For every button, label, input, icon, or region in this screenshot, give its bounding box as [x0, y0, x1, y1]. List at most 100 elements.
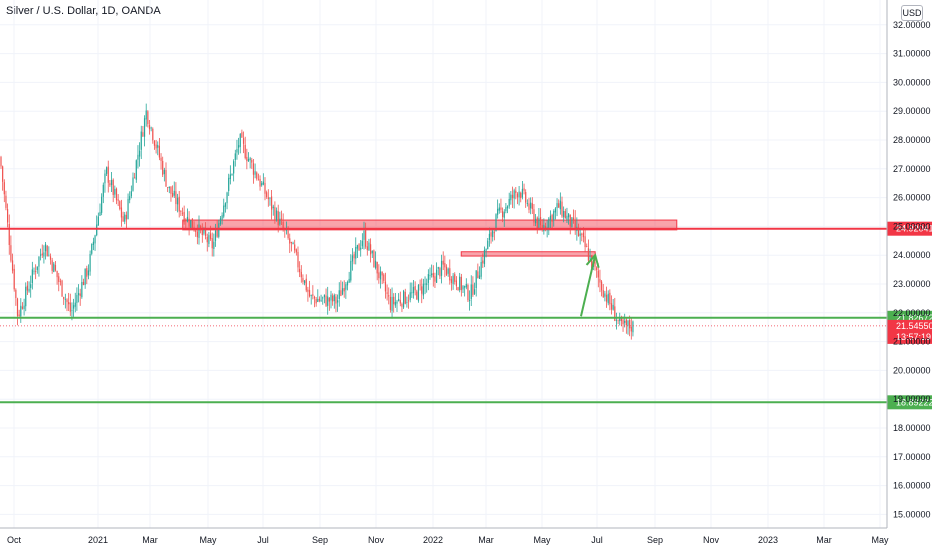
candle-body	[521, 188, 523, 198]
candle-body	[18, 314, 20, 317]
candle-body	[86, 268, 88, 277]
level-price-label-bg	[887, 221, 932, 236]
candle-body	[409, 292, 411, 300]
y-tick-label: 18.00000	[893, 423, 931, 433]
candle-body	[188, 218, 190, 227]
candle-body	[337, 300, 339, 303]
candle-body	[407, 300, 410, 302]
candle-body	[76, 294, 78, 303]
y-tick-label: 20.00000	[893, 365, 931, 375]
candle-body	[158, 145, 160, 158]
candle-body	[275, 210, 278, 221]
candle-body	[612, 304, 614, 310]
candle-body	[391, 296, 393, 311]
candle-body	[490, 232, 492, 237]
candle-body	[269, 197, 271, 199]
candle-body	[21, 306, 24, 309]
candle-body	[492, 230, 494, 238]
candle-body	[155, 144, 157, 149]
candle-body	[437, 267, 439, 269]
countdown-label: 13:57:19	[896, 332, 931, 342]
candle-body	[356, 245, 358, 249]
candle-body	[551, 214, 553, 222]
candle-body	[20, 305, 22, 317]
candle-body	[577, 227, 580, 237]
y-tick-label: 21.00000	[893, 337, 931, 347]
candle-body	[285, 229, 288, 231]
candle-body	[554, 208, 556, 213]
candle-body	[31, 269, 33, 284]
candle-body	[122, 216, 124, 222]
candle-body	[485, 248, 487, 251]
candle-body	[320, 299, 322, 301]
candle-body	[480, 261, 482, 277]
candle-body	[254, 171, 256, 175]
candle-body	[221, 215, 223, 220]
candle-body	[535, 218, 537, 224]
candle-body	[148, 124, 151, 130]
candle-body	[627, 320, 629, 326]
candle-body	[571, 217, 573, 228]
candle-body	[511, 194, 514, 199]
candle-body	[582, 232, 585, 238]
candle-body	[500, 207, 502, 210]
candle-body	[421, 286, 423, 294]
candle-body	[566, 215, 568, 220]
candle-body	[596, 267, 598, 271]
candle-body	[190, 220, 192, 229]
candle-body	[363, 231, 365, 240]
candle-body	[30, 284, 32, 288]
candle-body	[340, 290, 342, 296]
candle-body	[568, 213, 570, 218]
projection-arrow-head	[585, 253, 600, 268]
x-tick-label: Mar	[142, 535, 158, 545]
candle-body	[163, 169, 165, 175]
y-tick-label: 31.00000	[893, 49, 931, 59]
candle-body	[196, 231, 198, 238]
candle-body	[379, 271, 382, 280]
candle-body	[376, 261, 378, 274]
candle-body	[525, 192, 527, 203]
y-tick-label: 29.00000	[893, 106, 931, 116]
candle-body	[251, 159, 253, 163]
candle-body	[564, 211, 566, 219]
candle-body	[257, 179, 259, 181]
candle-body	[162, 160, 164, 175]
candle-body	[591, 255, 593, 268]
currency-button[interactable]: USD	[901, 5, 923, 21]
candle-body	[5, 195, 7, 208]
candle-body	[38, 256, 40, 267]
candle-body	[574, 219, 576, 230]
candle-body	[109, 183, 111, 186]
candle-body	[147, 111, 149, 125]
candle-body	[305, 278, 307, 291]
candle-body	[246, 156, 248, 162]
candle-body	[388, 295, 390, 297]
candle-body	[11, 260, 14, 271]
candle-body	[475, 270, 477, 289]
resistance-zone	[460, 251, 596, 257]
candle-body	[201, 229, 203, 236]
candle-body	[346, 282, 349, 286]
candle-body	[142, 132, 144, 137]
candle-body	[587, 248, 589, 261]
candle-body	[119, 201, 121, 209]
candle-body	[23, 305, 25, 310]
candle-body	[135, 160, 137, 180]
candle-body	[216, 229, 218, 237]
candle-body	[548, 218, 550, 229]
candle-body	[343, 287, 345, 292]
candle-body	[445, 266, 448, 275]
candle-body	[465, 283, 467, 288]
candle-body	[33, 270, 35, 272]
x-tick-label: Jul	[257, 535, 269, 545]
candle-body	[43, 252, 45, 257]
candle-body	[617, 319, 619, 321]
candle-body	[229, 174, 231, 180]
candle-body	[457, 287, 459, 291]
x-tick-label: May	[533, 535, 551, 545]
y-tick-label: 30.00000	[893, 77, 931, 87]
candle-body	[360, 247, 362, 250]
x-tick-label: May	[199, 535, 217, 545]
